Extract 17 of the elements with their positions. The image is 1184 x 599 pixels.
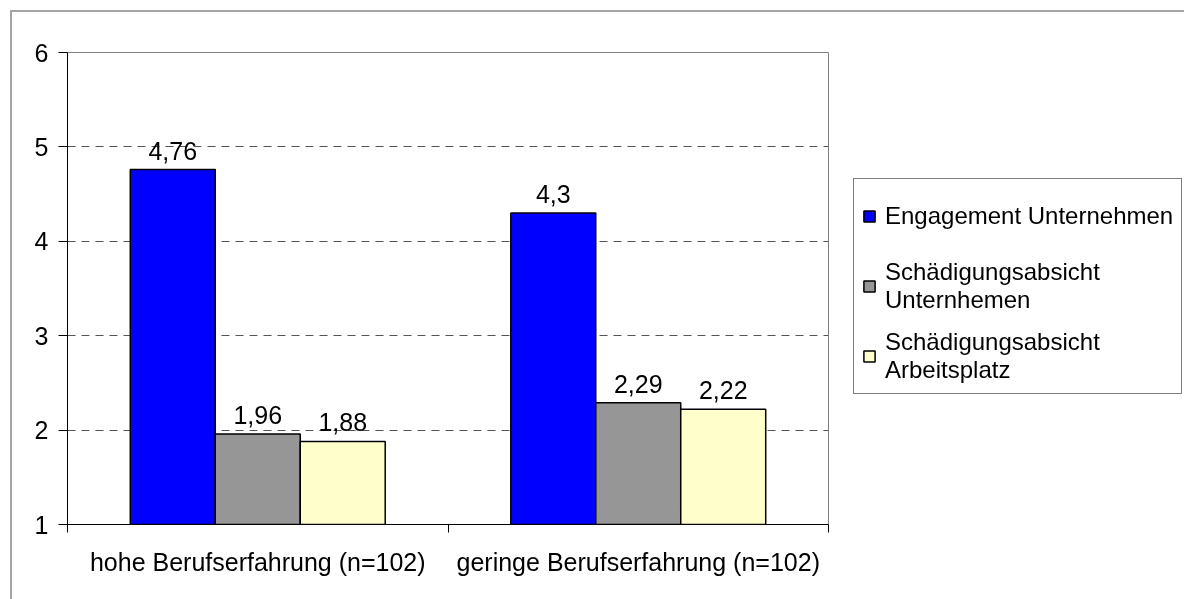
data-label: 1,96 [233, 400, 283, 429]
data-label: 1,88 [318, 408, 368, 437]
data-label: 2,22 [698, 376, 748, 405]
x-tick-label: hohe Berufserfahrung (n=102) [89, 547, 426, 576]
legend-label: Schädigungsabsicht Unternhemen [885, 257, 1100, 315]
y-tick-label: 5 [34, 132, 49, 161]
legend-label: Schädigungsabsicht Arbeitsplatz [885, 327, 1100, 385]
y-tick-label: 2 [34, 416, 49, 445]
x-tick-label: geringe Berufserfahrung (n=102) [456, 547, 820, 576]
y-tick-label: 6 [34, 38, 49, 67]
data-label: 4,3 [535, 179, 571, 208]
y-tick-label: 3 [34, 321, 49, 350]
y-tick-label: 1 [34, 510, 49, 539]
y-tick-label: 4 [34, 227, 49, 256]
data-label: 4,76 [148, 136, 198, 165]
legend-label: Engagement Unternehmen [885, 201, 1174, 231]
data-label: 2,29 [613, 369, 663, 398]
